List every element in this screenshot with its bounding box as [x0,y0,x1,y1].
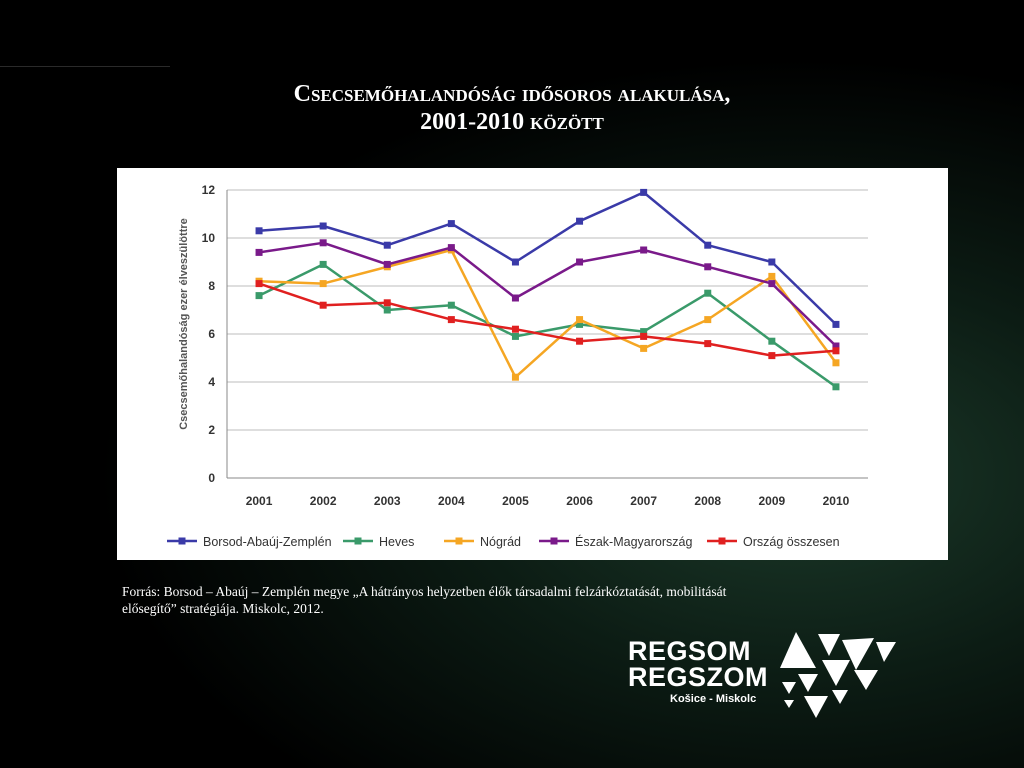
data-point [447,301,455,309]
title-line2: 2001-2010 között [150,108,874,136]
source-note: Forrás: Borsod – Abaúj – Zemplén megye „… [122,584,727,616]
data-point [447,220,455,228]
data-point [511,294,519,302]
data-point [640,188,648,196]
data-point [255,227,263,235]
series-line [258,282,837,357]
x-tick-label: 2008 [694,494,721,508]
x-tick-label: 2002 [310,494,337,508]
title-first-letter: C [293,81,311,107]
data-point [255,280,263,288]
data-point [255,292,263,300]
legend-label: Észak-Magyarország [575,534,692,549]
data-point [447,244,455,252]
data-point [576,258,584,266]
data-point [383,299,391,307]
data-point [832,342,840,350]
y-tick-label: 12 [202,183,216,197]
data-point [640,344,648,352]
y-tick-label: 6 [208,327,215,341]
data-point [832,320,840,328]
data-point [319,260,327,268]
x-tick-label: 2003 [374,494,401,508]
data-point [640,246,648,254]
top-divider [0,66,170,67]
y-tick-label: 0 [208,471,215,485]
data-point [319,280,327,288]
line-chart: 0 2 4 6 8 10 12 2001 2002 2003 2004 2005 2006 2007 200… [167,183,868,549]
y-tick-label: 10 [202,231,216,245]
title-between: között [530,109,604,135]
data-point [704,289,712,297]
logo-text-regszom: REGSZOM [628,662,769,692]
title-years: 2001-2010 [420,109,525,135]
data-point [447,316,455,324]
data-point [319,239,327,247]
title-line1-rest: secsemőhalandóság idősoros alakulása, [310,81,731,107]
slide-title: Csecsemőhalandóság idősoros alakulása, 2… [150,80,874,136]
data-point [768,337,776,345]
series-line [259,248,837,379]
legend-marker [354,537,362,545]
legend-label: Heves [379,535,414,549]
data-point [511,332,519,340]
y-axis-label: Csecsemőhalandóság ezer élveszülöttre [178,218,190,430]
x-tick-label: 2010 [823,494,850,508]
logo-text-regsom: REGSOM [628,636,752,666]
data-point [768,258,776,266]
legend-marker [718,537,726,545]
x-tick-label: 2009 [758,494,785,508]
data-point [704,241,712,249]
legend-label: Nógrád [480,535,521,549]
data-point [383,306,391,314]
data-point [768,280,776,288]
legend-marker [178,537,186,545]
x-tick-label: 2001 [246,494,273,508]
data-point [704,263,712,271]
legend-marker [550,537,558,545]
legend-marker [455,537,463,545]
x-tick-label: 2007 [630,494,657,508]
data-point [383,260,391,268]
data-point [511,373,519,381]
data-point [511,258,519,266]
data-point [832,359,840,367]
data-point [640,328,648,336]
data-point [832,383,840,391]
series-line [258,263,837,388]
legend-label: Borsod-Abaúj-Zemplén [203,535,332,549]
series-line [258,241,837,347]
series-line [258,191,837,326]
x-tick-label: 2004 [438,494,465,508]
y-tick-label: 8 [208,279,215,293]
data-point [319,301,327,309]
regsom-logo: REGSOM REGSZOM Košice - Miskolc [626,630,906,725]
data-point [704,316,712,324]
x-tick-label: 2006 [566,494,593,508]
data-point [255,248,263,256]
x-tick-label: 2005 [502,494,529,508]
title-line1: Csecsemőhalandóság idősoros alakulása, [294,81,731,107]
data-point [576,320,584,328]
data-point [576,316,584,324]
y-tick-label: 2 [208,423,215,437]
data-point [768,352,776,360]
data-point [704,340,712,348]
y-tick-label: 4 [208,375,215,389]
data-point [383,241,391,249]
data-point [511,325,519,333]
data-point [576,217,584,225]
data-point [768,272,776,280]
triangles-icon [780,632,896,718]
data-point [576,337,584,345]
chart-panel: 0 2 4 6 8 10 12 2001 2002 2003 2004 2005 2006 2007 200… [117,168,948,560]
data-point [319,222,327,230]
legend-label: Ország összesen [743,535,840,549]
data-point [640,332,648,340]
data-point [832,347,840,355]
logo-subtitle: Košice - Miskolc [670,693,757,705]
